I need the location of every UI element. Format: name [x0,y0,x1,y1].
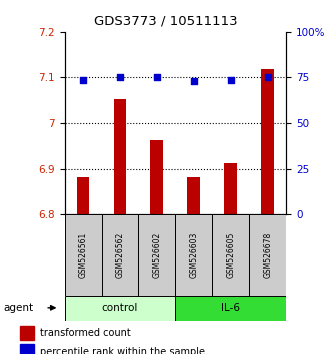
Text: GSM526678: GSM526678 [263,232,272,278]
Point [154,75,160,80]
Bar [76,177,89,214]
Bar [187,177,200,214]
Text: GDS3773 / 10511113: GDS3773 / 10511113 [94,14,237,27]
Point [117,75,122,80]
Bar [138,214,175,296]
Text: transformed count: transformed count [40,329,131,338]
Bar [224,163,237,214]
Bar [102,214,138,296]
Text: IL-6: IL-6 [221,303,240,313]
Text: GSM526603: GSM526603 [189,232,198,278]
Point [228,77,233,83]
Bar [261,69,274,214]
Text: GSM526602: GSM526602 [153,232,162,278]
Text: agent: agent [3,303,33,313]
Bar [175,214,213,296]
Point [191,78,197,84]
Text: GSM526562: GSM526562 [116,232,124,278]
Bar [114,99,126,214]
Bar [65,214,102,296]
Point [80,77,86,83]
Text: GSM526605: GSM526605 [226,232,235,278]
Text: control: control [102,303,138,313]
Bar [175,296,286,321]
Bar [249,214,286,296]
Text: GSM526561: GSM526561 [78,232,87,278]
Bar [20,344,34,354]
Bar [151,140,164,214]
Bar [213,214,249,296]
Bar [20,326,34,341]
Text: percentile rank within the sample: percentile rank within the sample [40,347,206,354]
Bar [65,296,175,321]
Point [265,75,270,80]
